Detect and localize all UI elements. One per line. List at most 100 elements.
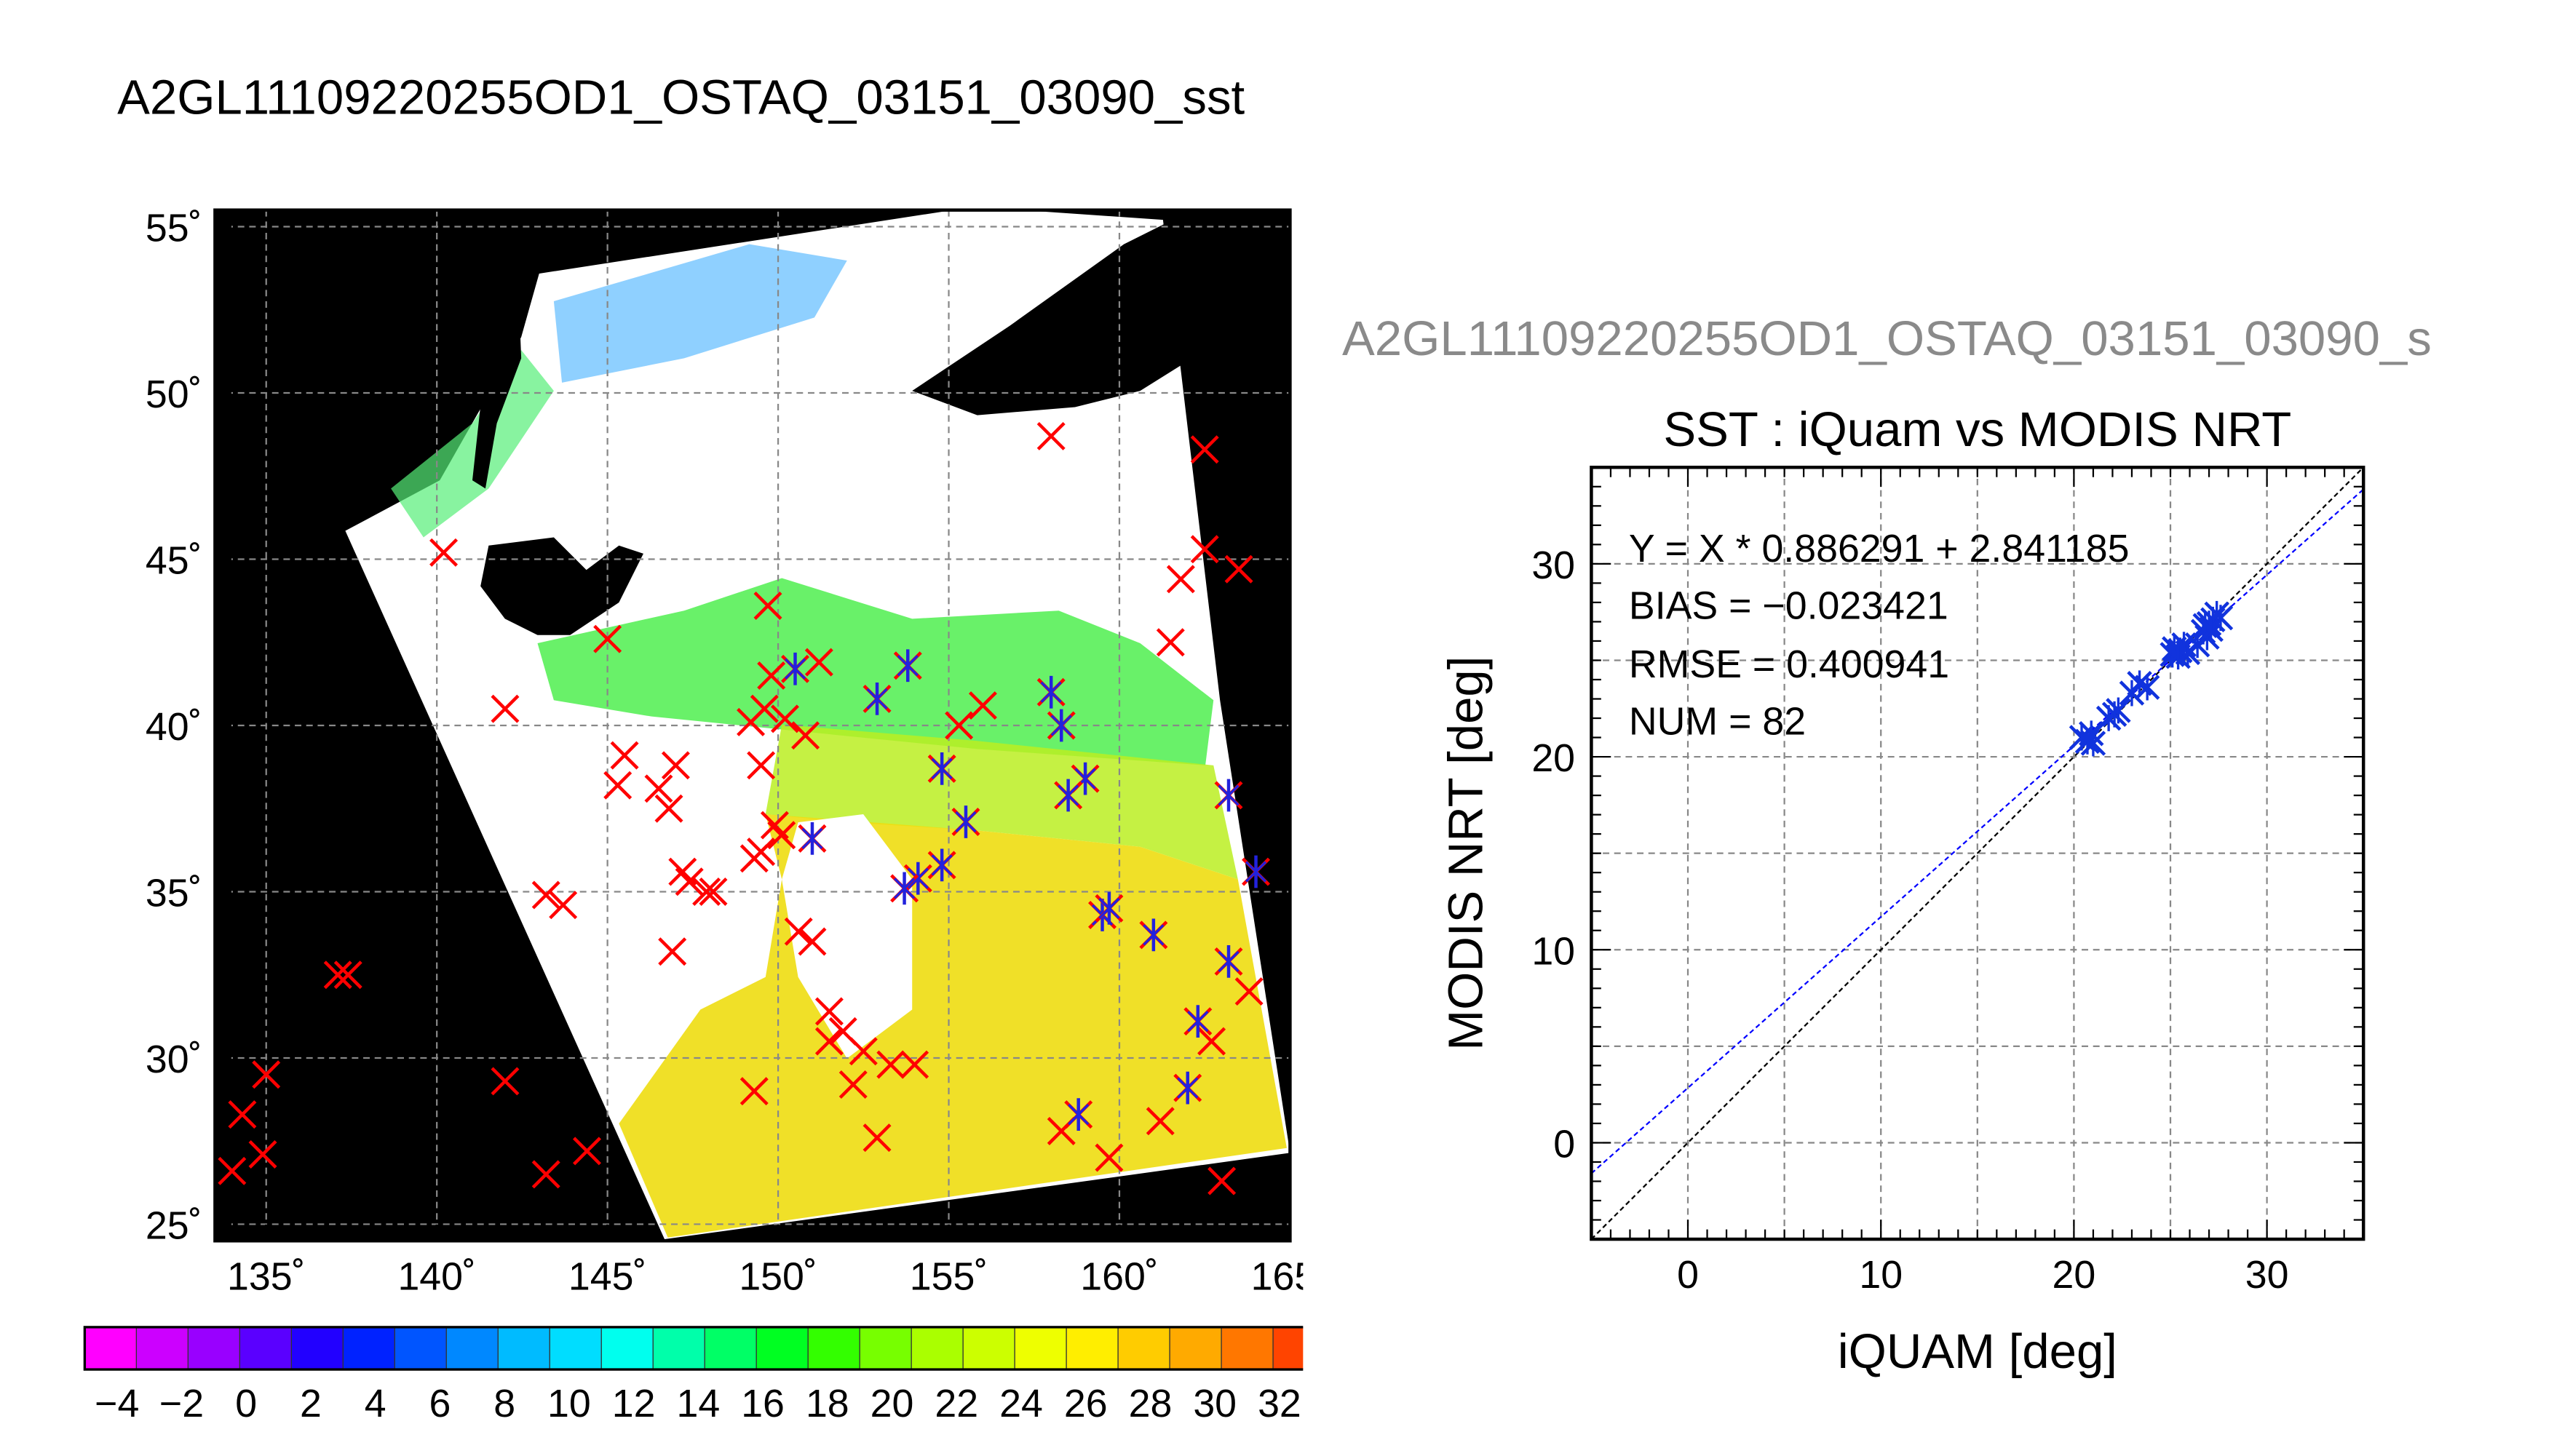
sst-band-white-hole <box>782 813 913 1059</box>
colorbar-tick-label: 10 <box>547 1382 591 1425</box>
map-point-matched <box>798 822 827 855</box>
map-points-matched <box>781 649 1271 1131</box>
scatter-x-tick-label: 30 <box>2245 1253 2289 1297</box>
colorbar <box>83 1326 1304 1371</box>
map-point-unmatched <box>814 997 844 1026</box>
map-point-unmatched <box>549 891 578 920</box>
map-lon-labels: 135˚ 140˚ 145˚ 150˚ 155˚ 160˚ 165˚ <box>227 1254 1303 1298</box>
map-point-unmatched <box>1036 421 1066 450</box>
map-lat-tick-label: 35˚ <box>146 872 202 915</box>
map-point-matched <box>1183 1005 1213 1038</box>
colorbar-tick-label: −4 <box>95 1382 139 1425</box>
map-point-unmatched <box>333 960 362 990</box>
map-point-unmatched <box>644 774 673 803</box>
map-point-unmatched <box>1166 565 1195 594</box>
map-point-unmatched <box>531 1160 560 1189</box>
stats-line-3: RMSE = 0.400941 <box>1629 643 1949 686</box>
map-lat-tick-label: 55˚ <box>146 207 202 250</box>
map-lat-tick-label: 50˚ <box>146 373 202 416</box>
colorbar-segment <box>291 1326 344 1370</box>
map-point-matched <box>1054 779 1083 812</box>
map-point-matched <box>1095 891 1124 925</box>
map-point-matched <box>951 805 980 838</box>
map-point-unmatched <box>248 1139 277 1169</box>
colorbar-segment <box>1118 1326 1171 1370</box>
scatter-x-tick-label: 10 <box>1859 1253 1903 1297</box>
colorbar-labels: −4−20246810121416182022242628303234 <box>95 1382 1301 1425</box>
landmass-kamchatka <box>912 211 1290 415</box>
map-lat-tick-label: 40˚ <box>146 705 202 749</box>
map-point-unmatched <box>491 1067 520 1096</box>
colorbar-segment <box>1015 1326 1068 1370</box>
colorbar-tick-label: 30 <box>1193 1382 1237 1425</box>
colorbar-segment <box>1273 1326 1304 1370</box>
colorbar-segment <box>963 1326 1016 1370</box>
map-point-matched <box>1047 709 1076 742</box>
map-point-unmatched <box>753 591 782 620</box>
map-point-unmatched <box>491 694 520 723</box>
map-point-unmatched <box>1224 554 1253 584</box>
map-lon-tick-label: 155˚ <box>910 1254 988 1298</box>
colorbar-tick-label: 24 <box>999 1382 1043 1425</box>
map-point-unmatched <box>692 877 721 906</box>
colorbar-segment <box>1221 1326 1274 1370</box>
map-point-unmatched <box>661 751 690 780</box>
map-tick-marks <box>215 225 1292 1241</box>
map-point-unmatched <box>968 691 997 720</box>
colorbar-tick-label: 6 <box>429 1382 451 1425</box>
scatter-x-tick-label: 0 <box>1677 1253 1699 1297</box>
colorbar-frame <box>83 1326 1304 1371</box>
map-point-matched <box>903 862 932 895</box>
scatter-point <box>2198 616 2224 643</box>
x-axis-label: iQUAM [deg] <box>1838 1324 2117 1379</box>
map-point-unmatched <box>699 877 728 906</box>
map-point-matched <box>893 649 922 683</box>
colorbar-tick-label: 22 <box>935 1382 978 1425</box>
map-point-matched <box>890 872 919 905</box>
map-lon-tick-label: 165˚ <box>1251 1254 1304 1298</box>
sst-band-north-green <box>391 350 554 538</box>
colorbar-segment <box>394 1326 448 1370</box>
map-point-unmatched <box>791 721 820 750</box>
map-point-unmatched <box>814 1027 844 1056</box>
scatter-y-tick-label: 20 <box>1531 736 1575 780</box>
map-point-unmatched <box>531 880 560 910</box>
colorbar-tick-label: 2 <box>300 1382 322 1425</box>
subtitle: A2GL11109220255OD1_OSTAQ_03151_03090_s <box>1342 312 2432 367</box>
map-point-unmatched <box>747 838 776 867</box>
map-point-matched <box>1139 918 1168 952</box>
scatter-y-tick-label: 0 <box>1553 1123 1575 1166</box>
scatter-title: SST : iQuam vs MODIS NRT <box>1663 402 2291 457</box>
map-point-matched <box>927 848 956 882</box>
fit-line <box>1591 488 2364 1174</box>
colorbar-tick-label: 20 <box>870 1382 914 1425</box>
map-point-unmatched <box>654 794 683 823</box>
map-point-unmatched <box>252 1060 281 1089</box>
colorbar-segment <box>756 1326 809 1370</box>
map-point-unmatched <box>900 1050 929 1079</box>
map-point-matched <box>927 752 956 785</box>
map-lon-tick-label: 140˚ <box>397 1254 475 1298</box>
scatter-tick-marks <box>1591 467 2364 1240</box>
map-point-unmatched <box>1190 535 1219 564</box>
map-point-unmatched <box>658 937 687 966</box>
map-point-unmatched <box>573 1137 601 1166</box>
colorbar-tick-label: 32 <box>1258 1382 1301 1425</box>
scatter-plot: SST : iQuam vs MODIS NRT 0 10 20 30 0 10 20 30… <box>1438 402 2365 1379</box>
landmass-sakhalin <box>472 260 522 489</box>
map-point-unmatched <box>610 741 639 770</box>
map-lon-tick-label: 150˚ <box>739 1254 817 1298</box>
colorbar-segment <box>188 1326 241 1370</box>
scatter-gridlines <box>1591 467 2364 1240</box>
map-lon-tick-label: 135˚ <box>227 1254 305 1298</box>
sst-band-cool <box>553 244 847 383</box>
map-point-unmatched <box>798 927 827 956</box>
colorbar-segment <box>1066 1326 1119 1370</box>
map-lat-tick-label: 30˚ <box>146 1038 202 1081</box>
scatter-x-tick-label: 20 <box>2053 1253 2096 1297</box>
map-point-unmatched <box>737 707 766 736</box>
colorbar-segment <box>911 1326 964 1370</box>
map-point-unmatched <box>849 1037 878 1066</box>
map-point-unmatched <box>1234 977 1264 1006</box>
